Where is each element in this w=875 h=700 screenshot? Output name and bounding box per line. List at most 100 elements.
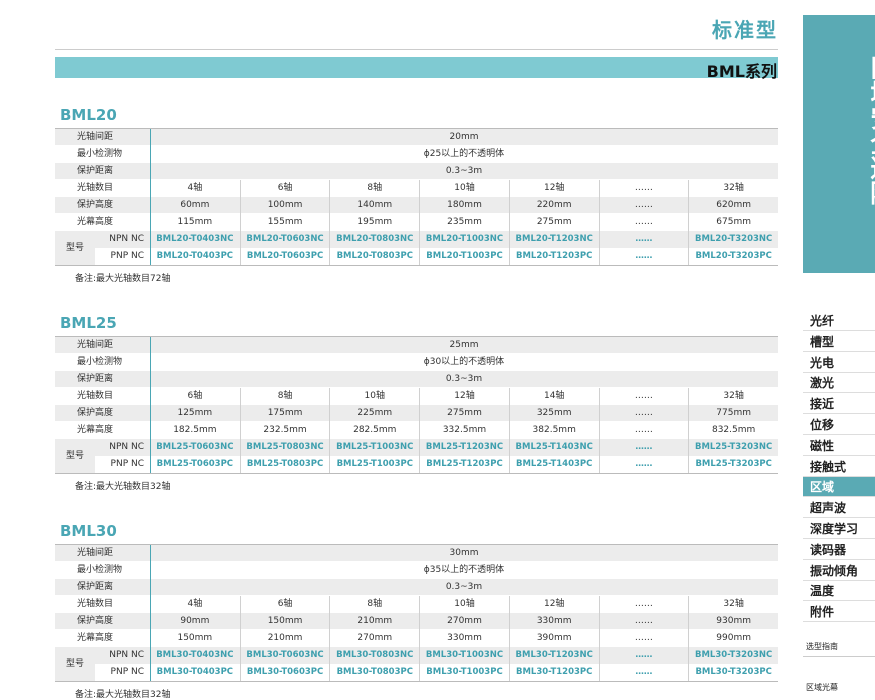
- row-label: 光轴间距: [77, 548, 114, 558]
- sidebar-item[interactable]: 深度学习: [803, 519, 875, 539]
- table-divider: [150, 129, 151, 265]
- cell: 90mm: [180, 616, 210, 626]
- row-bg: [95, 439, 778, 456]
- cell: 14轴: [508, 388, 599, 405]
- model-cell: BML20-T1003PC: [419, 248, 509, 265]
- note: 备注:最大光轴数目32轴: [75, 482, 171, 492]
- model-cell: BML20-T0803NC: [329, 231, 419, 248]
- cell: ……: [598, 596, 689, 613]
- cell: ……: [598, 613, 689, 630]
- sidebar-item[interactable]: 槽型: [803, 332, 875, 352]
- cell: 32轴: [688, 180, 778, 197]
- section-title: BML20: [60, 106, 117, 124]
- cell: 0.3~3m: [445, 374, 483, 384]
- cell: 390mm: [508, 630, 599, 647]
- row-bg: [55, 596, 778, 613]
- model-cell: BML20-T0603PC: [239, 248, 330, 265]
- cell: 930mm: [688, 613, 778, 630]
- table-border: [55, 336, 778, 337]
- model-cell: BML20-T3203PC: [688, 248, 778, 265]
- series-title: BML系列: [706, 62, 777, 81]
- model-label-bg: [55, 439, 95, 473]
- model-cell: BML20-T1203NC: [508, 231, 599, 248]
- divider: [55, 49, 778, 50]
- cell: ……: [598, 405, 689, 422]
- sidebar-item[interactable]: 温度: [803, 581, 875, 602]
- sidebar-item[interactable]: 超声波: [803, 498, 875, 519]
- row-label: 型号: [65, 242, 84, 253]
- model-label-bg: [55, 231, 95, 265]
- cell: 10轴: [329, 388, 419, 405]
- row-label: 光幕高度: [77, 425, 114, 435]
- sidebar-footer[interactable]: 区域光幕: [806, 683, 838, 692]
- row-bg: [55, 214, 778, 231]
- cell: 8轴: [239, 388, 330, 405]
- cell: 10轴: [419, 596, 509, 613]
- model-cell: BML30-T0603PC: [239, 664, 330, 681]
- model-cell: BML25-T3203PC: [688, 456, 778, 473]
- row-bg: [55, 405, 778, 422]
- model-cell: BML30-T3203NC: [688, 647, 778, 664]
- model-cell: BML30-T0803NC: [329, 647, 419, 664]
- row-label: 最小检测物: [77, 149, 123, 159]
- sidebar-item[interactable]: 区域: [803, 477, 875, 498]
- model-cell: BML30-T1203PC: [508, 664, 599, 681]
- sidebar-item[interactable]: 磁性: [803, 436, 875, 456]
- cell: 6轴: [239, 180, 330, 197]
- model-cell: BML20-T0603NC: [239, 231, 330, 248]
- sidebar-item[interactable]: 附件: [803, 602, 875, 623]
- sidebar-item[interactable]: 光纤: [803, 311, 875, 331]
- sidebar-box: [803, 15, 875, 273]
- model-cell: BML25-T1403PC: [508, 456, 599, 473]
- cell: 8轴: [329, 180, 419, 197]
- model-cell: BML20-T0403PC: [156, 251, 234, 261]
- model-cell: BML30-T0803PC: [329, 664, 419, 681]
- row-bg: [55, 146, 778, 163]
- cell: 115mm: [177, 217, 213, 227]
- table-border: [55, 544, 778, 545]
- cell: 232.5mm: [239, 422, 330, 439]
- model-cell: BML30-T0403NC: [156, 650, 234, 660]
- sidebar-title: 区域安全避障: [867, 55, 875, 205]
- sidebar-item[interactable]: 光电: [803, 353, 875, 373]
- sidebar-item[interactable]: 振动倾角: [803, 561, 875, 581]
- cell: 155mm: [239, 214, 330, 231]
- row-label: 型号: [65, 658, 84, 669]
- model-cell: ……: [598, 439, 689, 456]
- note: 备注:最大光轴数目72轴: [75, 274, 171, 284]
- cell: 195mm: [329, 214, 419, 231]
- model-cell: ……: [598, 231, 689, 248]
- cell: 8轴: [329, 596, 419, 613]
- divider: [803, 656, 875, 657]
- sidebar-item[interactable]: 接近: [803, 394, 875, 415]
- model-type: PNP NC: [110, 459, 144, 469]
- sidebar-footer[interactable]: 选型指南: [806, 642, 838, 651]
- cell: 150mm: [239, 613, 330, 630]
- sidebar-item[interactable]: 读码器: [803, 540, 875, 560]
- cell: 12轴: [419, 388, 509, 405]
- section-title: BML30: [60, 522, 117, 540]
- sidebar-item[interactable]: 接触式: [803, 457, 875, 477]
- table-border: [55, 128, 778, 129]
- cell: 270mm: [329, 630, 419, 647]
- model-type: PNP NC: [110, 667, 144, 677]
- row-label: 型号: [65, 450, 84, 461]
- cell: ……: [598, 388, 689, 405]
- cell: 775mm: [688, 405, 778, 422]
- model-cell: BML25-T1403NC: [508, 439, 599, 456]
- cell: 282.5mm: [329, 422, 419, 439]
- sidebar-item[interactable]: 激光: [803, 373, 875, 394]
- sidebar-item[interactable]: 位移: [803, 415, 875, 435]
- cell: 325mm: [508, 405, 599, 422]
- model-cell: BML25-T1003NC: [329, 439, 419, 456]
- cell: 332.5mm: [419, 422, 509, 439]
- model-cell: BML25-T1203NC: [419, 439, 509, 456]
- cell: 60mm: [180, 200, 210, 210]
- row-label: 保护距离: [77, 166, 114, 176]
- row-bg: [95, 647, 778, 664]
- model-cell: BML20-T3203NC: [688, 231, 778, 248]
- model-cell: ……: [598, 647, 689, 664]
- model-cell: BML25-T0803PC: [239, 456, 330, 473]
- cell: 675mm: [688, 214, 778, 231]
